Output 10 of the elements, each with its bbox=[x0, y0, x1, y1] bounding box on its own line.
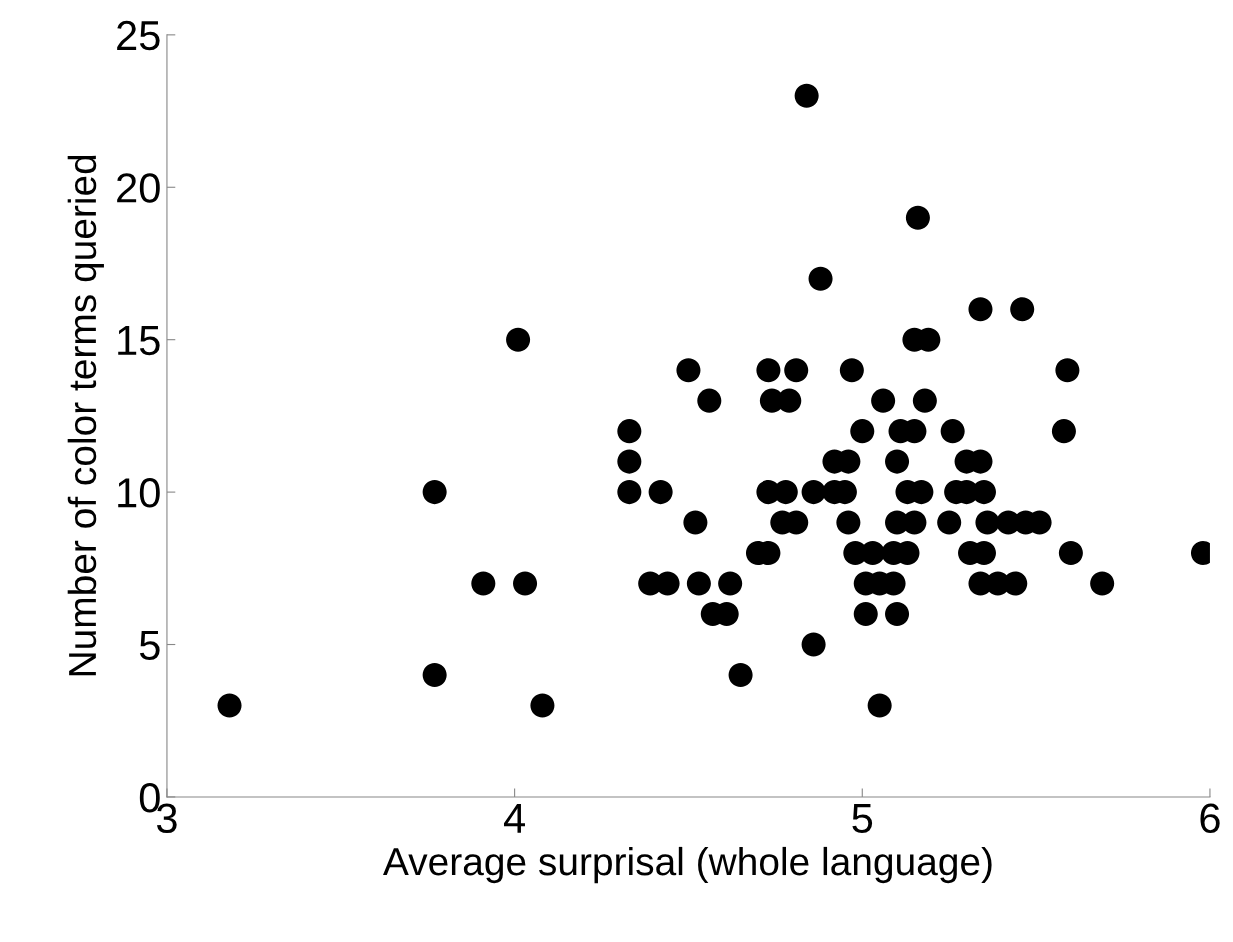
y-tick-label: 20 bbox=[117, 173, 160, 203]
y-tick-label: 15 bbox=[118, 326, 160, 356]
x-tick-label: 4 bbox=[503, 804, 525, 833]
y-tick-label: 5 bbox=[139, 630, 160, 661]
y-tick-label: 10 bbox=[118, 478, 160, 508]
x-tick-label: 6 bbox=[1200, 803, 1220, 834]
y-tick-label: 25 bbox=[117, 20, 160, 51]
x-axis-title: Average surprisal (whole language) bbox=[383, 846, 992, 884]
x-tick-label: 5 bbox=[852, 804, 873, 834]
y-axis-title: Number of color terms queried bbox=[67, 155, 104, 676]
